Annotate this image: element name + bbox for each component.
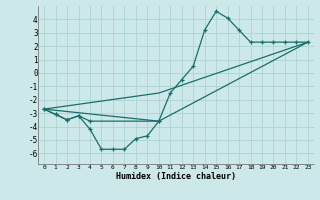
X-axis label: Humidex (Indice chaleur): Humidex (Indice chaleur) xyxy=(116,172,236,181)
